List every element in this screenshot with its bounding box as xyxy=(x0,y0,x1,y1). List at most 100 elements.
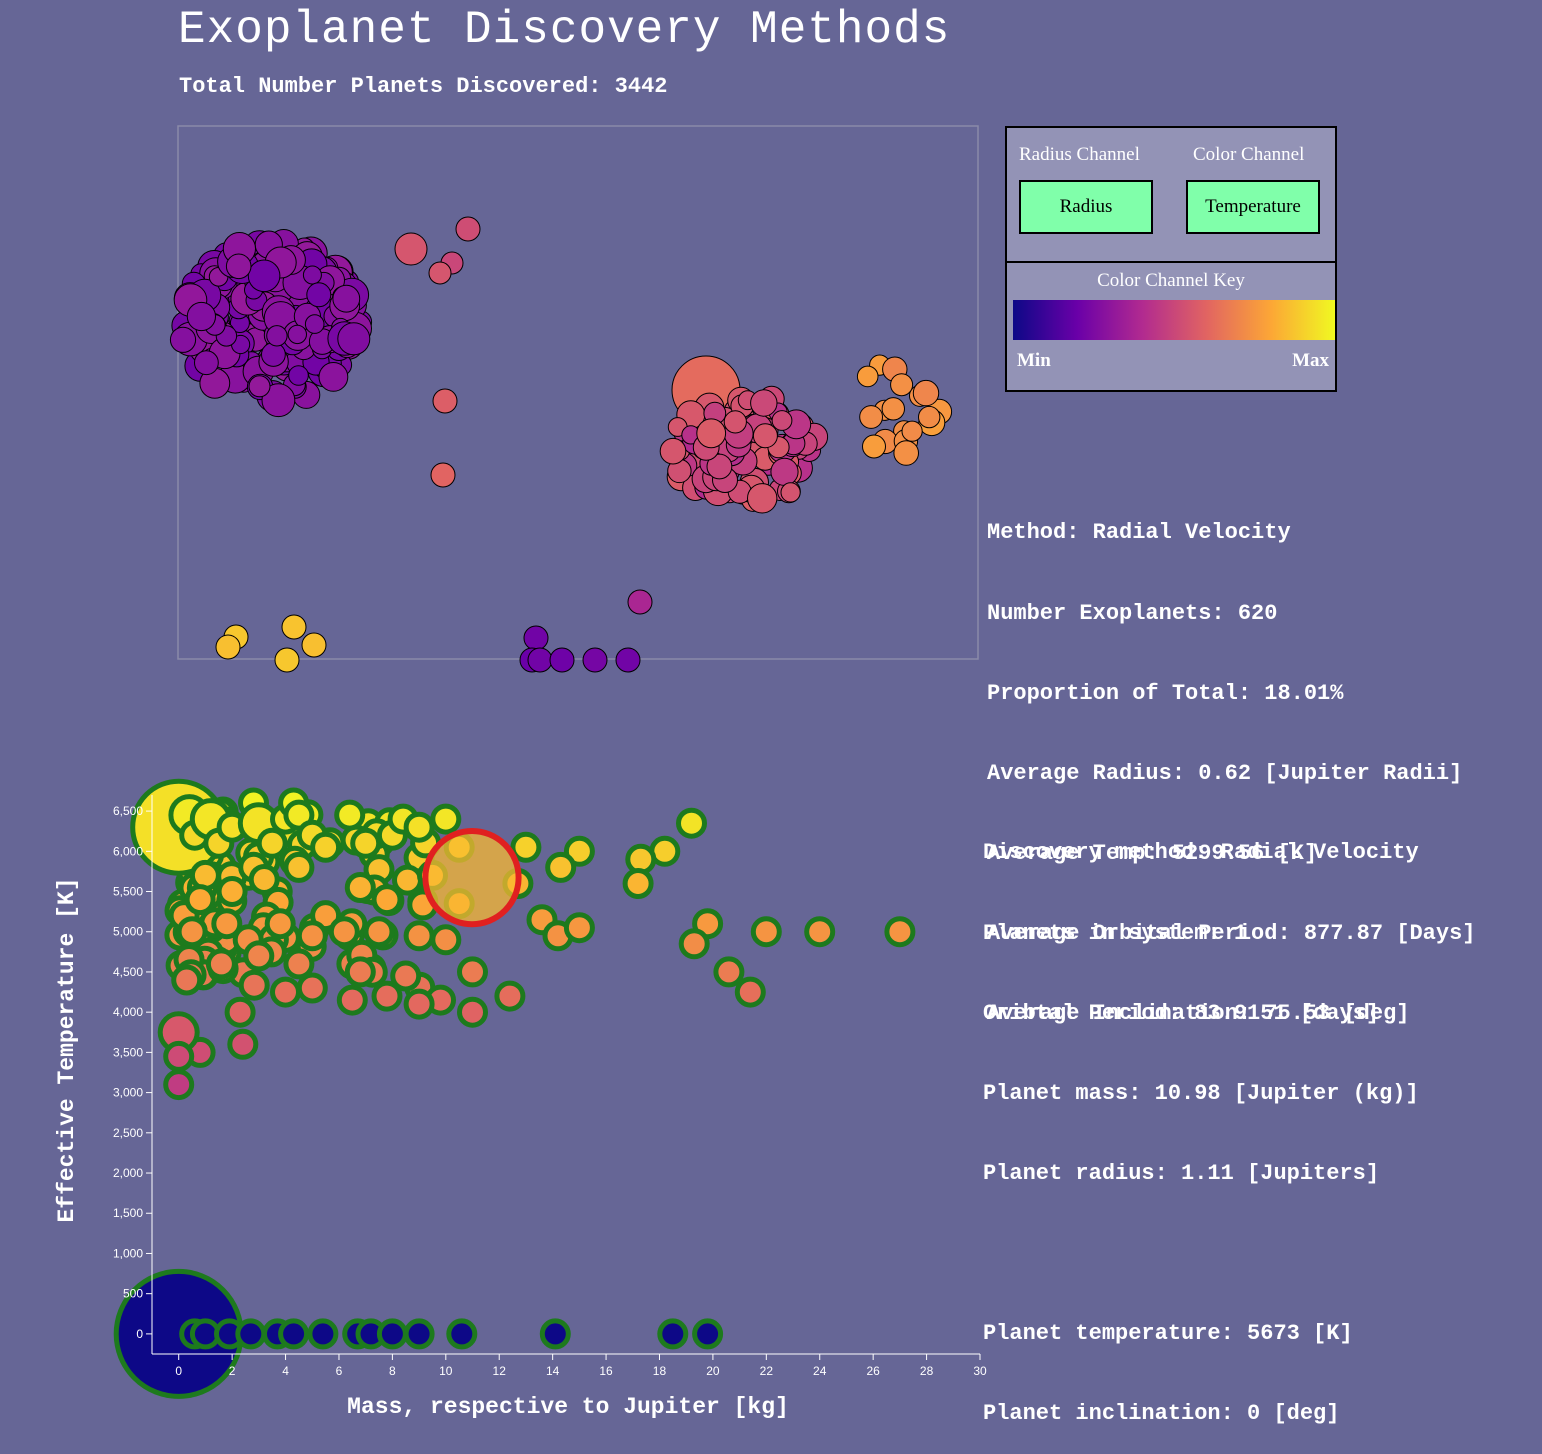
planet-bubble[interactable] xyxy=(225,253,252,280)
scatter-point[interactable] xyxy=(336,984,368,1016)
scatter-point[interactable] xyxy=(649,835,681,867)
planet-bubble[interactable] xyxy=(780,482,801,503)
scatter-point[interactable] xyxy=(367,919,399,951)
scatter-point[interactable] xyxy=(168,900,200,932)
scatter-point[interactable] xyxy=(189,1318,221,1350)
scatter-point[interactable] xyxy=(193,839,224,871)
scatter-point[interactable] xyxy=(734,976,766,1008)
scatter-point[interactable] xyxy=(194,828,226,860)
scatter-point[interactable] xyxy=(180,848,211,880)
scatter-point[interactable] xyxy=(296,972,328,1004)
scatter-point[interactable] xyxy=(392,864,423,896)
scatter-point[interactable] xyxy=(310,900,342,932)
scatter-point[interactable] xyxy=(204,895,236,927)
planet-bubble[interactable] xyxy=(287,324,307,345)
scatter-point[interactable] xyxy=(205,850,237,881)
scatter-point[interactable] xyxy=(177,947,209,978)
scatter-point[interactable] xyxy=(195,900,227,932)
scatter-point[interactable] xyxy=(333,919,365,951)
planet-bubble[interactable] xyxy=(723,410,747,434)
planet-bubble[interactable] xyxy=(186,301,216,332)
scatter-point[interactable] xyxy=(169,887,201,919)
scatter-point[interactable] xyxy=(243,940,275,972)
scatter-point[interactable] xyxy=(163,1040,195,1072)
scatter-point[interactable] xyxy=(278,1318,310,1350)
scatter-point[interactable] xyxy=(510,831,542,863)
scatter-point[interactable] xyxy=(884,916,916,948)
scatter-point[interactable] xyxy=(270,803,301,835)
scatter-point[interactable] xyxy=(678,928,710,960)
scatter-point[interactable] xyxy=(314,827,346,859)
planet-bubble[interactable] xyxy=(432,388,458,414)
planet-bubble[interactable] xyxy=(248,375,271,398)
scatter-point[interactable] xyxy=(542,920,574,952)
scatter-point[interactable] xyxy=(176,916,208,948)
scatter-point[interactable] xyxy=(203,874,234,906)
scatter-point[interactable] xyxy=(182,811,214,843)
scatter-point[interactable] xyxy=(163,1069,195,1101)
scatter-point[interactable] xyxy=(227,957,259,989)
scatter-point[interactable] xyxy=(212,806,243,838)
scatter-point[interactable] xyxy=(216,861,248,893)
scatter-point[interactable] xyxy=(296,920,328,952)
scatter-point[interactable] xyxy=(176,848,208,880)
scatter-point[interactable] xyxy=(194,949,226,981)
scatter-point[interactable] xyxy=(457,956,488,988)
scatter-point[interactable] xyxy=(167,888,198,920)
scatter-point[interactable] xyxy=(403,811,435,843)
scatter-point[interactable] xyxy=(238,787,269,819)
scatter-point[interactable] xyxy=(214,1318,245,1350)
scatter-point[interactable] xyxy=(248,864,280,895)
scatter-point[interactable] xyxy=(563,912,595,944)
scatter-point[interactable] xyxy=(657,1318,689,1350)
scatter-point[interactable] xyxy=(238,969,270,1001)
scatter-point[interactable] xyxy=(164,895,196,927)
scatter-point[interactable] xyxy=(340,824,372,856)
planet-bubble[interactable] xyxy=(918,405,941,429)
scatter-point[interactable] xyxy=(292,799,324,831)
scatter-point[interactable] xyxy=(430,924,462,956)
scatter-point[interactable] xyxy=(211,809,243,841)
scatter-point[interactable] xyxy=(185,810,217,842)
scatter-point[interactable] xyxy=(199,907,231,939)
scatter-point[interactable] xyxy=(287,829,318,861)
scatter-point[interactable] xyxy=(157,1011,200,1054)
scatter-point[interactable] xyxy=(188,959,219,991)
scatter-point[interactable] xyxy=(176,915,208,947)
planet-bubble[interactable] xyxy=(428,261,452,285)
scatter-point[interactable] xyxy=(185,865,217,897)
planet-bubble[interactable] xyxy=(169,326,197,353)
scatter-point[interactable] xyxy=(189,798,232,841)
scatter-point[interactable] xyxy=(197,837,229,868)
scatter-point[interactable] xyxy=(176,916,208,948)
scatter-point[interactable] xyxy=(361,818,393,850)
planet-bubble[interactable] xyxy=(549,647,575,673)
scatter-point[interactable] xyxy=(407,885,439,917)
scatter-point[interactable] xyxy=(279,845,311,877)
scatter-point[interactable] xyxy=(216,876,248,907)
scatter-point[interactable] xyxy=(193,863,225,895)
planet-bubble[interactable] xyxy=(901,420,923,442)
scatter-point[interactable] xyxy=(269,922,301,953)
scatter-point[interactable] xyxy=(371,980,403,1012)
scatter-point[interactable] xyxy=(261,876,293,908)
scatter-point[interactable] xyxy=(387,803,419,835)
scatter-point[interactable] xyxy=(264,908,296,940)
scatter-point[interactable] xyxy=(175,959,207,991)
planet-bubble[interactable] xyxy=(859,405,883,429)
scatter-point[interactable] xyxy=(344,956,376,988)
scatter-point[interactable] xyxy=(238,851,270,883)
scatter-point[interactable] xyxy=(232,924,264,956)
scatter-point[interactable] xyxy=(371,884,403,916)
scatter-point[interactable] xyxy=(410,827,442,859)
scatter-point[interactable] xyxy=(168,826,199,858)
planet-bubble[interactable] xyxy=(430,462,456,488)
scatter-point[interactable] xyxy=(191,797,223,829)
planet-bubble[interactable] xyxy=(247,259,281,293)
scatter-point[interactable] xyxy=(196,861,228,893)
scatter-point[interactable] xyxy=(192,806,223,838)
scatter-point[interactable] xyxy=(207,867,239,899)
scatter-point[interactable] xyxy=(186,958,218,990)
planet-bubble[interactable] xyxy=(261,342,286,367)
scatter-point[interactable] xyxy=(189,812,221,844)
